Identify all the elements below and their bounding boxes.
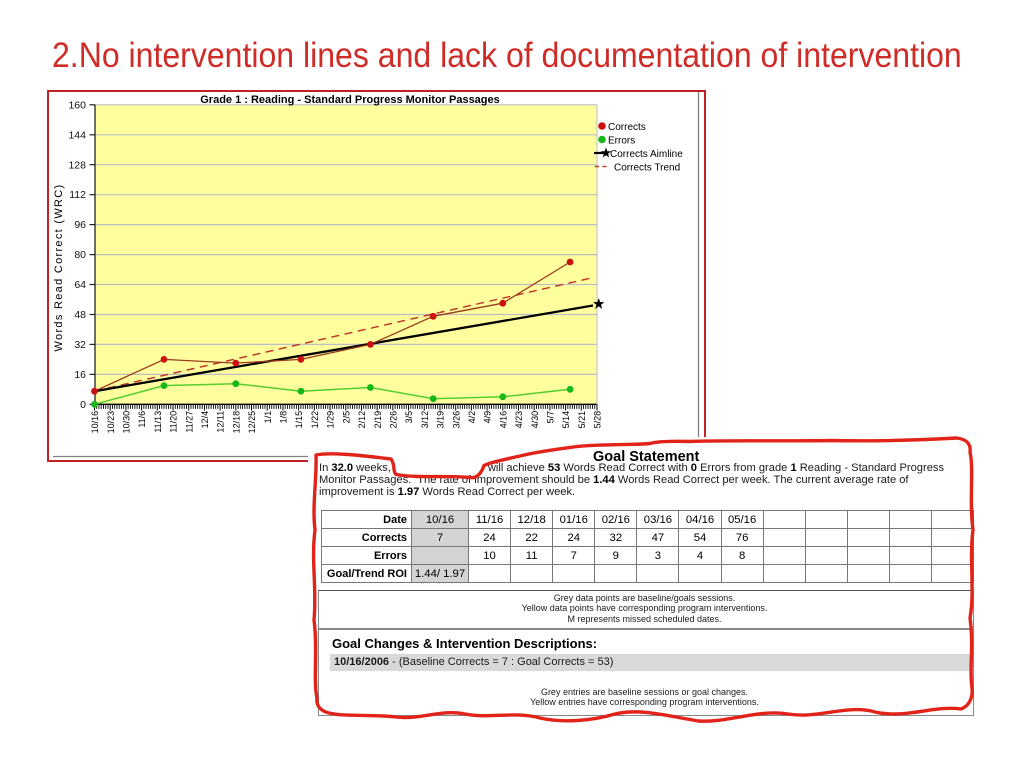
svg-text:160: 160 (68, 99, 86, 111)
svg-text:10/16: 10/16 (90, 411, 100, 434)
svg-text:1/29: 1/29 (326, 411, 336, 429)
svg-text:80: 80 (74, 249, 86, 261)
svg-text:1/1: 1/1 (263, 411, 273, 424)
svg-text:1/8: 1/8 (279, 411, 289, 424)
svg-text:48: 48 (74, 309, 86, 321)
svg-text:11/13: 11/13 (153, 411, 163, 433)
svg-text:4/16: 4/16 (498, 411, 508, 429)
svg-text:3/12: 3/12 (420, 411, 430, 429)
svg-text:5/21: 5/21 (577, 411, 587, 429)
svg-text:Errors: Errors (608, 136, 635, 147)
svg-text:12/18: 12/18 (231, 411, 241, 434)
svg-text:64: 64 (74, 279, 86, 291)
svg-text:10/30: 10/30 (122, 411, 132, 434)
svg-text:Corrects Trend: Corrects Trend (614, 163, 680, 174)
svg-text:16: 16 (74, 369, 86, 381)
svg-text:96: 96 (74, 219, 86, 231)
svg-text:128: 128 (68, 159, 86, 171)
svg-text:2/12: 2/12 (357, 411, 367, 429)
svg-text:2/19: 2/19 (373, 411, 383, 429)
svg-text:11/6: 11/6 (137, 411, 147, 428)
svg-text:2/5: 2/5 (341, 411, 351, 424)
svg-text:5/14: 5/14 (561, 411, 571, 429)
svg-text:4/30: 4/30 (530, 411, 540, 429)
svg-text:3/19: 3/19 (436, 411, 446, 429)
svg-text:3/26: 3/26 (451, 411, 461, 429)
svg-text:10/23: 10/23 (106, 411, 116, 434)
svg-text:Corrects Aimline: Corrects Aimline (610, 149, 683, 160)
svg-text:112: 112 (69, 189, 86, 201)
svg-text:1/15: 1/15 (294, 411, 304, 429)
svg-text:2/26: 2/26 (388, 411, 398, 429)
svg-text:11/27: 11/27 (184, 411, 194, 433)
svg-text:144: 144 (68, 129, 86, 141)
svg-text:1/22: 1/22 (310, 411, 320, 429)
svg-text:3/5: 3/5 (404, 411, 414, 424)
svg-text:12/11: 12/11 (216, 411, 226, 433)
svg-text:5/28: 5/28 (593, 411, 603, 429)
svg-text:Words Read Correct (WRC): Words Read Correct (WRC) (53, 184, 65, 352)
svg-text:5/7: 5/7 (545, 411, 555, 424)
svg-text:Grade 1 : Reading - Standard P: Grade 1 : Reading - Standard Progress Mo… (200, 94, 500, 106)
svg-text:4/23: 4/23 (514, 411, 524, 429)
svg-text:11/20: 11/20 (169, 411, 179, 433)
svg-text:Corrects: Corrects (608, 122, 646, 133)
svg-text:0: 0 (80, 399, 86, 411)
svg-text:4/2: 4/2 (467, 411, 477, 424)
svg-text:4/9: 4/9 (483, 411, 493, 424)
svg-text:32: 32 (74, 339, 86, 351)
svg-text:12/4: 12/4 (200, 411, 210, 429)
svg-text:12/25: 12/25 (247, 411, 257, 434)
